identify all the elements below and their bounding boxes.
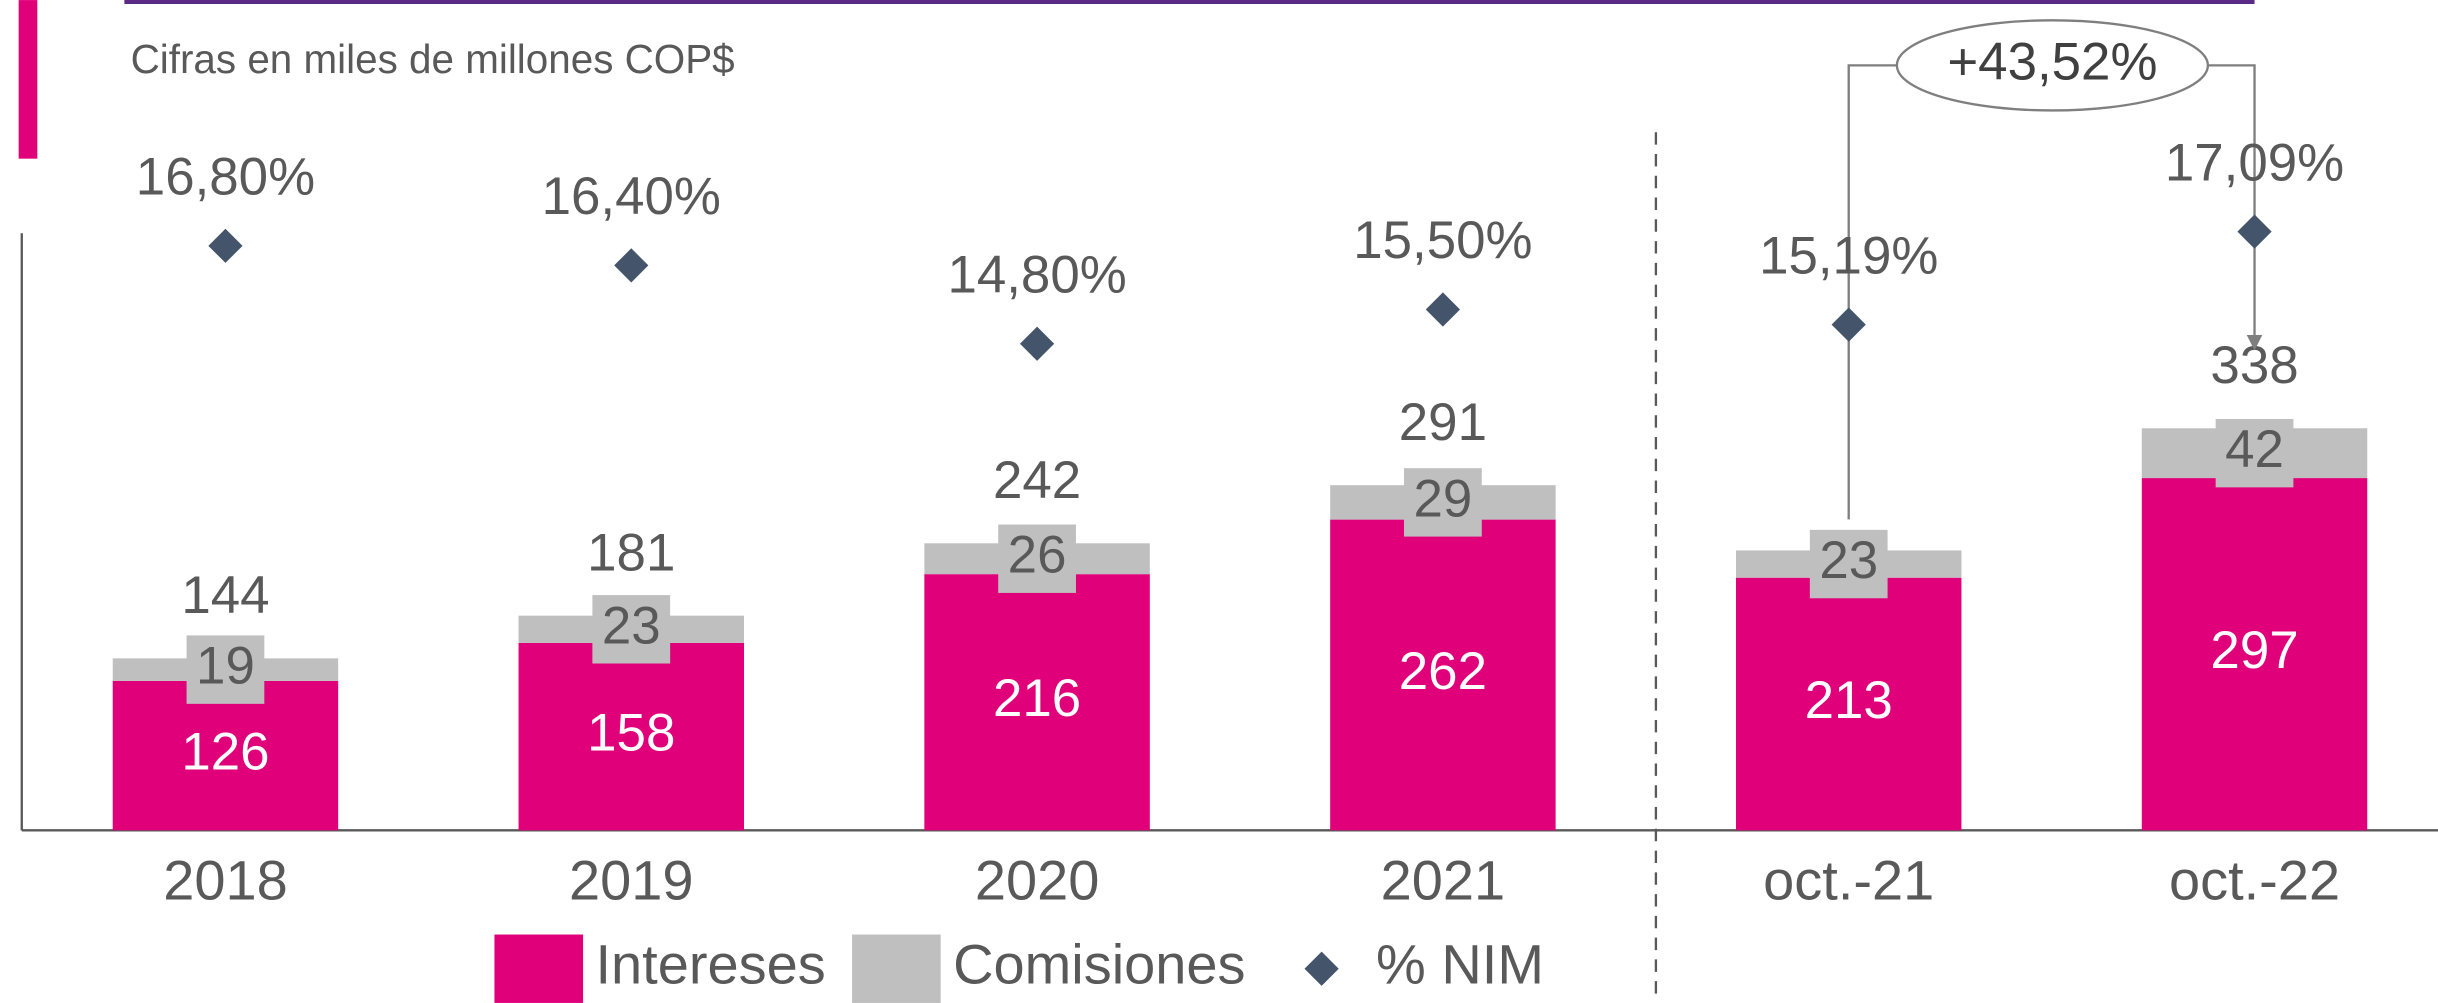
value-label: 126 <box>181 723 269 782</box>
nim-label: 14,80% <box>947 245 1126 304</box>
legend-label: Comisiones <box>953 933 1245 996</box>
subtitle: Cifras en miles de millones COP$ <box>131 36 735 82</box>
nim-label: 16,40% <box>542 167 721 226</box>
x-tick-label: oct.-22 <box>2169 849 2340 912</box>
accent-bar <box>18 0 38 159</box>
bar-segment <box>1330 519 1556 831</box>
value-label: 19 <box>196 637 255 696</box>
nim-marker <box>208 228 243 263</box>
bar-segment <box>518 642 744 831</box>
x-tick-label: 2018 <box>163 849 288 912</box>
total-label: 242 <box>993 451 1081 510</box>
label-box <box>186 635 265 704</box>
nim-marker <box>1425 292 1461 327</box>
x-tick-label: 2021 <box>1381 849 1506 912</box>
value-label: 23 <box>602 596 661 655</box>
value-label: 42 <box>2225 420 2284 479</box>
label-box <box>592 595 671 664</box>
bar-segment <box>1735 577 1962 831</box>
label-box <box>1809 529 1888 599</box>
value-label: 23 <box>1819 531 1878 590</box>
legend-label: % NIM <box>1376 933 1544 996</box>
legend-label: Intereses <box>596 933 826 996</box>
x-tick-label: oct.-21 <box>1763 849 1934 912</box>
label-box <box>1404 468 1482 537</box>
nim-marker <box>1831 307 1866 342</box>
annotation: +43,52% <box>1947 32 2157 91</box>
value-label: 262 <box>1399 642 1487 701</box>
nim-marker <box>1019 326 1055 361</box>
legend-swatch <box>494 934 584 1003</box>
x-tick-label: 2019 <box>569 849 694 912</box>
label-box <box>998 524 1076 593</box>
bar-segment <box>924 574 1150 831</box>
value-label: 213 <box>1805 671 1893 730</box>
nim-label: 15,50% <box>1353 211 1532 270</box>
total-label: 181 <box>587 524 675 583</box>
arrow-head <box>2246 334 2263 351</box>
value-label: 158 <box>587 704 675 763</box>
x-tick-label: 2020 <box>975 849 1100 912</box>
label-box <box>2215 418 2294 488</box>
value-label: 26 <box>1008 526 1067 585</box>
annotation-ellipse <box>1895 19 2210 112</box>
total-label: 144 <box>181 566 269 625</box>
legend-marker <box>1304 951 1339 986</box>
value-label: 29 <box>1413 469 1472 528</box>
value-label: 297 <box>2210 621 2298 680</box>
nim-label: 15,19% <box>1759 226 1938 285</box>
bar-segment <box>2141 478 2368 831</box>
bar-segment <box>112 680 339 831</box>
legend-swatch <box>852 934 941 1003</box>
value-label: 216 <box>993 669 1081 728</box>
nim-label: 17,09% <box>2165 133 2344 192</box>
nim-marker <box>614 248 649 283</box>
nim-marker <box>2237 214 2272 249</box>
nim-label: 16,80% <box>136 147 315 206</box>
total-label: 291 <box>1399 393 1487 452</box>
